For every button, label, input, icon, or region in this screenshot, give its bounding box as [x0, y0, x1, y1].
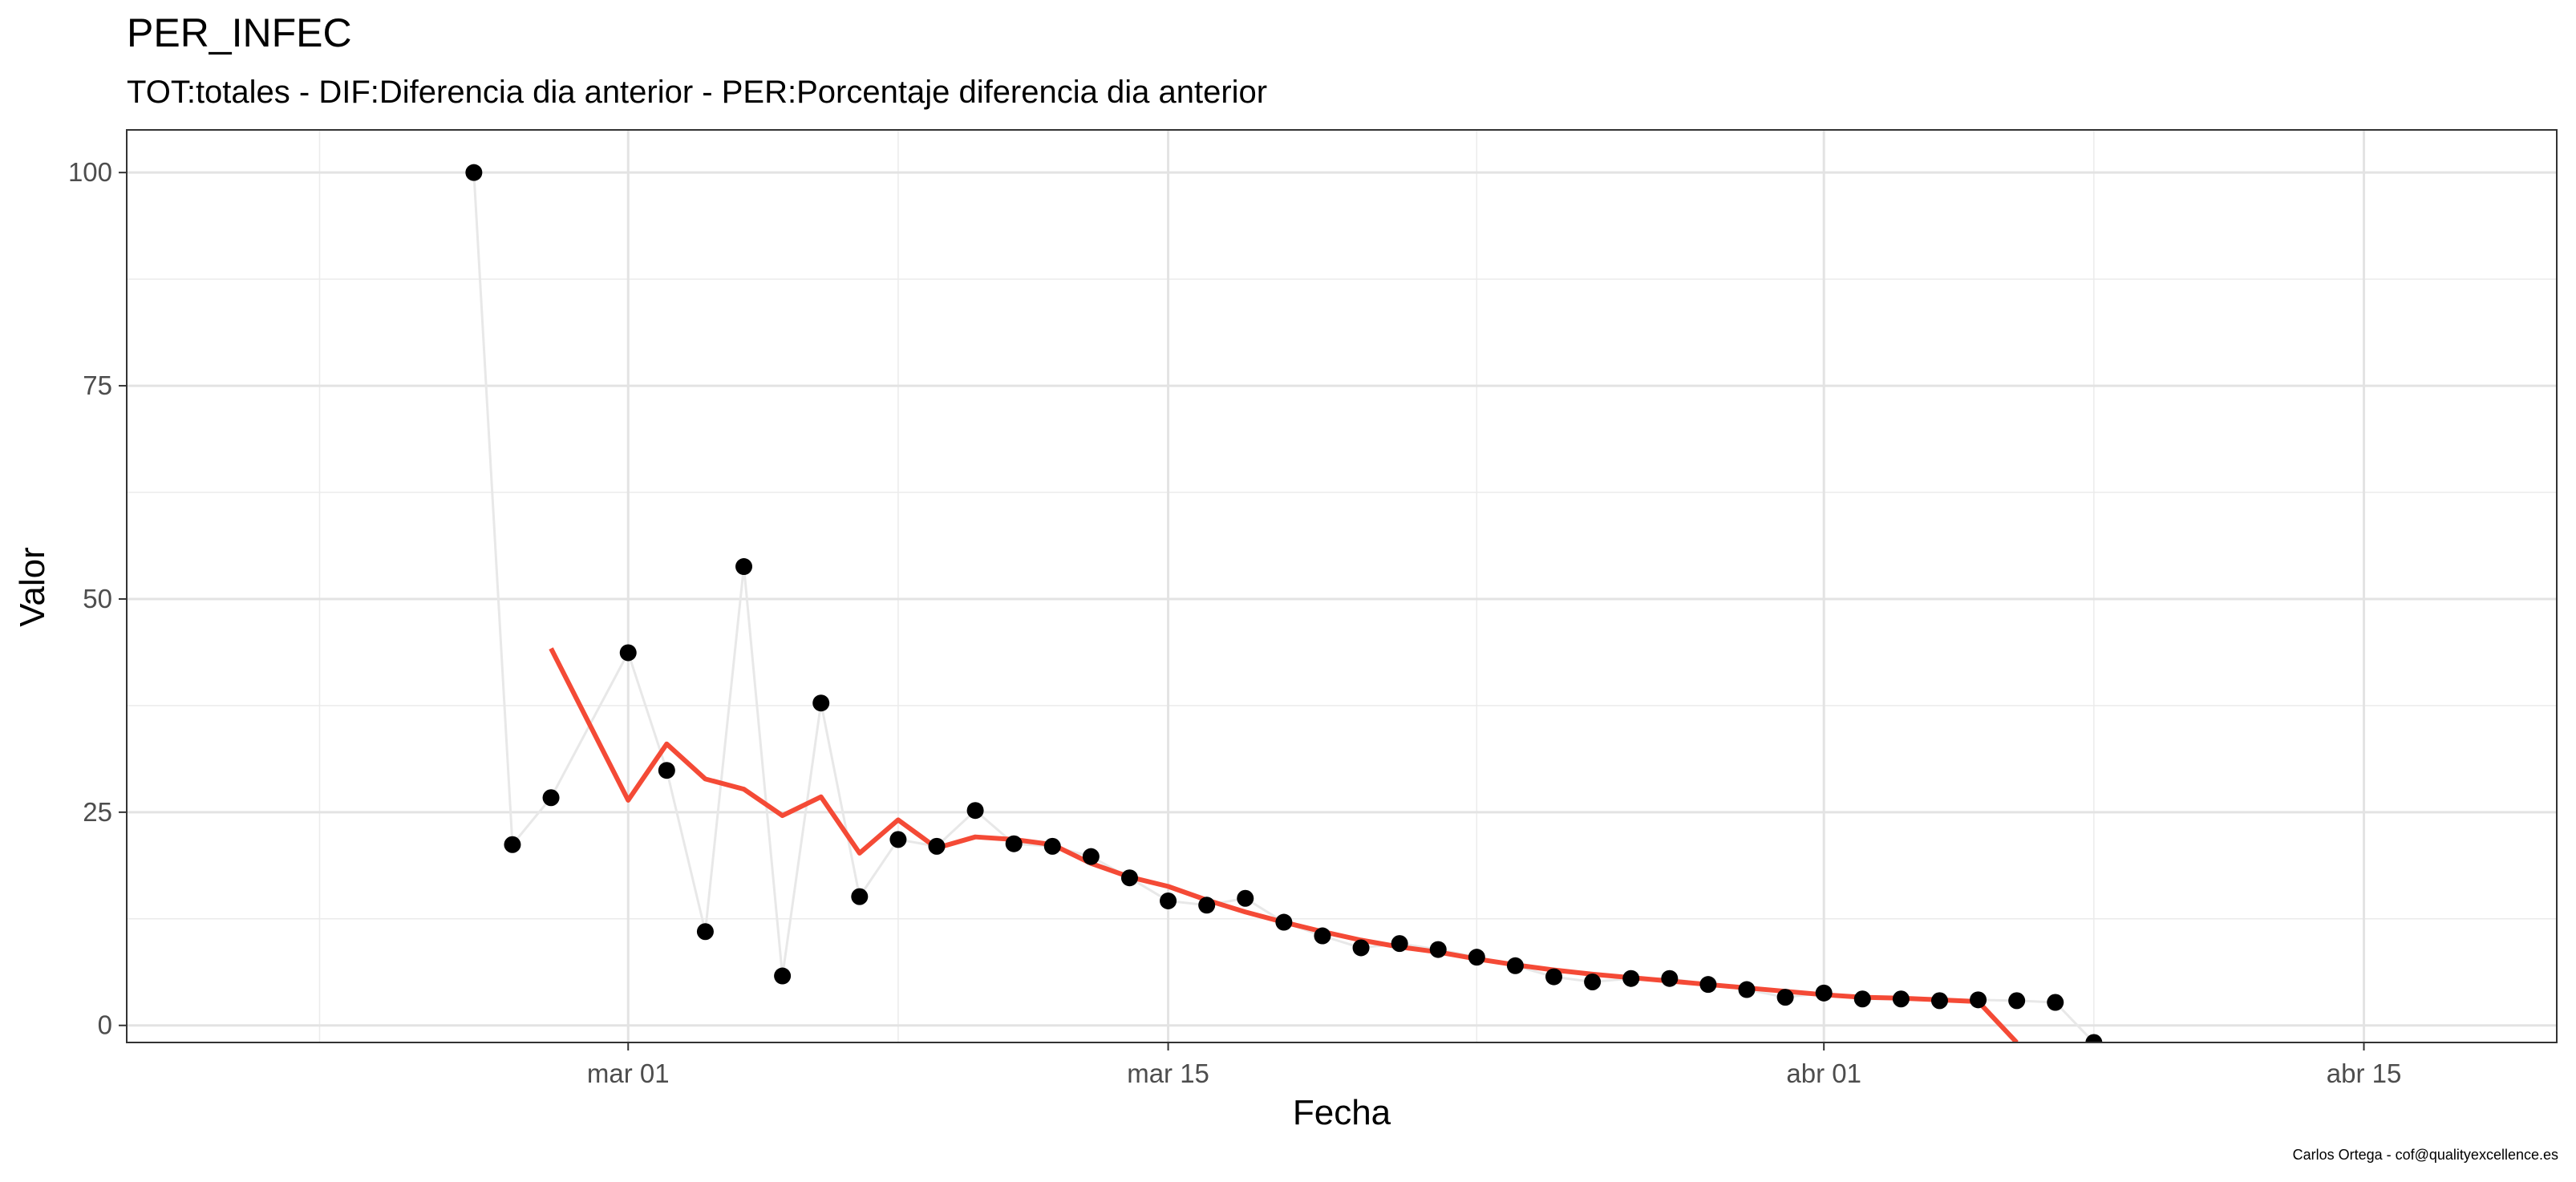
- chart-title: PER_INFEC: [127, 10, 352, 55]
- data-point: [1661, 969, 1679, 987]
- data-layer: [465, 164, 2103, 1042]
- data-point: [1545, 968, 1563, 986]
- data-point: [1314, 927, 1331, 945]
- data-point: [1699, 976, 1717, 994]
- y-tick-label: 100: [68, 157, 112, 187]
- data-point: [2008, 992, 2026, 1010]
- data-point: [1160, 892, 1177, 909]
- grid-lines: [127, 130, 2557, 1042]
- series-connector-line: [472, 172, 2095, 1042]
- data-point: [889, 831, 907, 848]
- data-point: [1738, 981, 1756, 998]
- data-point: [504, 836, 521, 853]
- data-point: [1468, 949, 1485, 966]
- y-axis-title: Valor: [13, 547, 52, 626]
- chart-caption: Carlos Ortega - cof@qualityexcellence.es: [2293, 1147, 2558, 1163]
- data-point: [1776, 989, 1794, 1006]
- data-point: [1815, 984, 1833, 1002]
- data-point: [851, 888, 869, 905]
- y-tick-label: 0: [98, 1010, 112, 1040]
- data-point: [1198, 897, 1216, 914]
- data-point: [1043, 837, 1061, 855]
- data-point: [774, 967, 792, 985]
- data-point: [1275, 913, 1293, 931]
- data-point: [1853, 990, 1871, 1008]
- y-tick-label: 75: [83, 370, 112, 400]
- data-point: [465, 164, 483, 181]
- data-point: [1429, 941, 1447, 958]
- x-tick-label: abr 01: [1786, 1059, 1861, 1088]
- data-point: [1082, 848, 1100, 865]
- data-point: [1930, 992, 1948, 1010]
- chart-subtitle: TOT:totales - DIF:Diferencia dia anterio…: [127, 75, 1267, 110]
- data-point: [619, 644, 637, 662]
- data-point: [1584, 973, 1602, 990]
- x-axis-title: Fecha: [1293, 1093, 1391, 1132]
- data-point: [1352, 939, 1370, 957]
- data-point: [812, 694, 830, 712]
- y-tick-label: 25: [83, 797, 112, 827]
- data-point: [928, 837, 946, 855]
- data-point: [2047, 994, 2064, 1011]
- x-tick-label: mar 01: [587, 1059, 670, 1088]
- panel-border: [126, 129, 2558, 1043]
- data-point: [966, 802, 984, 820]
- axes: 0 25 50 75 100 mar 01 mar 15 abr 01 abr 15: [68, 157, 2401, 1088]
- data-point: [1970, 991, 1987, 1009]
- data-point: [2085, 1034, 2103, 1042]
- data-point: [1391, 935, 1408, 953]
- x-tick-label: abr 15: [2327, 1059, 2402, 1088]
- data-point: [1506, 957, 1524, 974]
- data-point: [696, 923, 714, 941]
- data-point: [1120, 869, 1138, 887]
- data-point: [1005, 835, 1023, 852]
- x-tick-label: mar 15: [1127, 1059, 1209, 1088]
- data-point: [658, 762, 675, 779]
- data-point: [1892, 990, 1910, 1008]
- data-point: [1622, 969, 1640, 987]
- data-point: [735, 558, 753, 576]
- data-point: [1237, 889, 1254, 907]
- data-point: [542, 789, 560, 807]
- y-tick-label: 50: [83, 584, 112, 613]
- moving-average-line: [549, 647, 2019, 1042]
